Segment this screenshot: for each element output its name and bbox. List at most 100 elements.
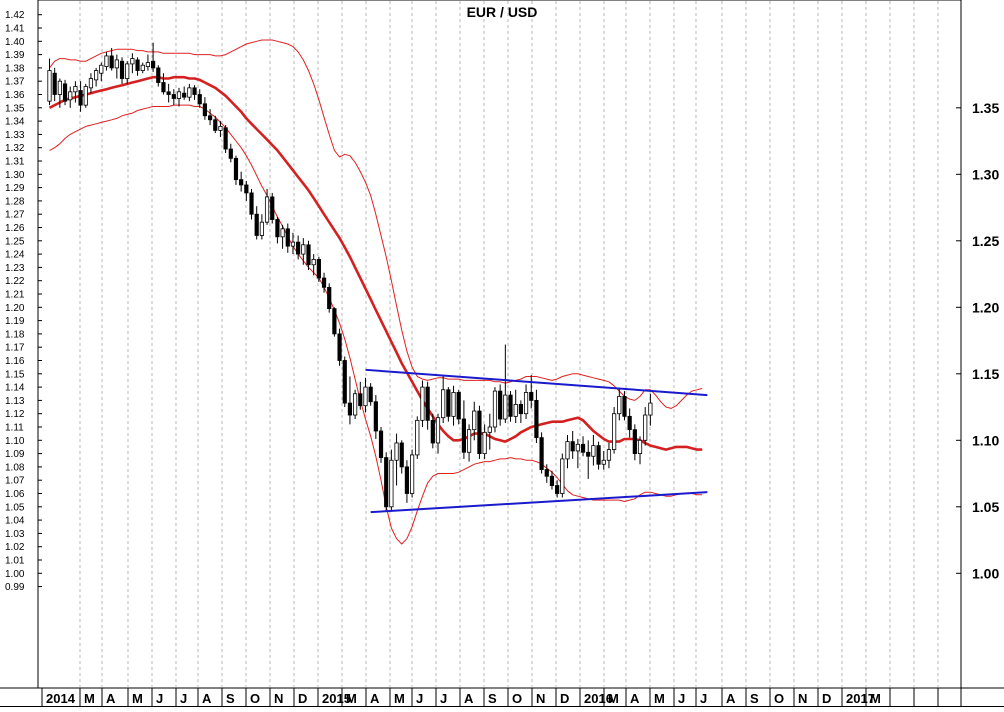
- candle-body-down: [244, 184, 249, 194]
- x-tick-label: O: [512, 691, 522, 706]
- x-tick-label: M: [394, 691, 405, 706]
- candle: [580, 436, 586, 457]
- candle: [249, 188, 254, 220]
- candle-body-down: [430, 419, 435, 444]
- candle: [213, 115, 218, 134]
- candle: [570, 430, 575, 459]
- candle-body-up: [389, 459, 394, 508]
- left-tick-label: 1.20: [5, 303, 25, 314]
- candle: [228, 143, 233, 163]
- candle-body-down: [378, 430, 384, 458]
- candle: [430, 413, 435, 449]
- candle: [197, 89, 202, 108]
- candle: [373, 395, 378, 439]
- candle: [239, 171, 244, 192]
- candle: [125, 61, 130, 84]
- candle: [68, 86, 73, 108]
- candle-body-up: [617, 396, 622, 415]
- left-tick-label: 1.10: [5, 436, 25, 447]
- candle-body-up: [415, 419, 420, 456]
- candle: [591, 434, 596, 466]
- left-tick-label: 1.42: [5, 10, 25, 21]
- candle: [404, 460, 410, 503]
- left-tick-label: 1.36: [5, 90, 25, 101]
- candle: [73, 81, 78, 103]
- candle-body-down: [275, 219, 280, 238]
- candle-body-up: [57, 80, 62, 95]
- candle: [560, 453, 565, 498]
- candle: [409, 449, 415, 498]
- candle-body-up: [187, 87, 192, 98]
- candle-body-down: [461, 418, 467, 453]
- candle: [435, 413, 441, 454]
- candle-body-up: [363, 386, 368, 407]
- candle-body-down: [570, 441, 575, 452]
- candle-body-down: [182, 92, 187, 98]
- candle: [358, 381, 363, 410]
- candle: [176, 87, 182, 107]
- candle-body-down: [171, 94, 176, 99]
- candlesticks: [47, 42, 653, 511]
- candle-body-down: [109, 55, 114, 69]
- candle-body-down: [425, 386, 430, 421]
- candle: [529, 375, 534, 409]
- candle: [617, 388, 622, 421]
- candle: [518, 400, 523, 424]
- right-tick-label: 1.30: [972, 166, 999, 182]
- candle: [342, 356, 347, 408]
- candle-body-down: [404, 466, 410, 494]
- left-tick-label: 1.05: [5, 502, 25, 513]
- candle: [145, 54, 151, 71]
- candle: [270, 192, 275, 224]
- candle-body-up: [643, 414, 648, 441]
- candle: [321, 272, 327, 293]
- candle: [218, 121, 223, 138]
- x-tick-label: S: [226, 691, 235, 706]
- candle: [378, 427, 384, 463]
- candle-body-down: [233, 157, 239, 181]
- candle: [451, 385, 456, 426]
- x-tick-label: N: [536, 691, 545, 706]
- candle: [555, 480, 560, 498]
- x-tick-label: S: [750, 691, 759, 706]
- candle-body-up: [73, 86, 78, 93]
- candle-body-down: [270, 196, 275, 220]
- candle-body-down: [296, 241, 301, 255]
- candle: [549, 470, 555, 490]
- candle: [622, 391, 627, 421]
- right-tick-label: 1.15: [972, 366, 999, 382]
- candle-body-up: [99, 64, 104, 74]
- candle: [337, 328, 342, 366]
- candle-body-down: [254, 213, 259, 236]
- x-tick-label: N: [798, 691, 807, 706]
- candle-body-down: [508, 394, 513, 417]
- candle-body-up: [104, 55, 109, 67]
- candle: [259, 214, 264, 240]
- x-tick-label: M: [608, 691, 619, 706]
- left-tick-label: 1.08: [5, 462, 25, 473]
- candle-body-down: [52, 72, 57, 95]
- right-tick-label: 1.35: [972, 100, 999, 116]
- x-tick-label: M: [654, 691, 665, 706]
- x-tick-label: 2016: [584, 691, 613, 706]
- candle-body-up: [83, 86, 88, 106]
- candle: [415, 416, 420, 459]
- candle-body-up: [601, 459, 606, 465]
- candle: [62, 79, 68, 106]
- left-tick-label: 1.39: [5, 50, 25, 61]
- candle-body-up: [435, 417, 441, 444]
- candle-body-up: [264, 196, 270, 223]
- candle: [47, 58, 52, 106]
- candle-body-down: [580, 443, 586, 453]
- candle-body-down: [135, 59, 140, 71]
- x-tick-label: O: [774, 691, 784, 706]
- candle: [202, 97, 207, 120]
- x-tick-label: A: [106, 691, 116, 706]
- candle: [57, 78, 62, 108]
- candle: [477, 405, 482, 459]
- candle-body-up: [290, 241, 296, 247]
- left-tick-label: 1.17: [5, 343, 25, 354]
- candle: [150, 42, 156, 72]
- candle-body-up: [394, 442, 399, 461]
- candle-body-down: [384, 457, 389, 508]
